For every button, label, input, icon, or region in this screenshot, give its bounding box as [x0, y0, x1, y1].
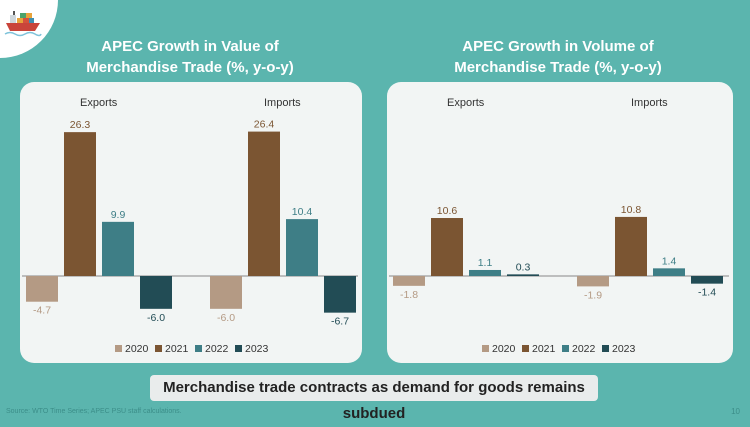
data-label-exports-2023: -6.0	[147, 312, 165, 324]
group-label-imports: Imports	[264, 97, 301, 109]
cargo-ship-icon	[4, 11, 42, 37]
legend-swatch-2023	[235, 345, 242, 352]
bar-exports-2023	[140, 276, 172, 309]
legend-swatch-2020	[115, 345, 122, 352]
legend-label-2023: 2023	[612, 343, 636, 355]
bar-imports-2020	[577, 276, 609, 287]
value-chart-panel: Exports Imports -4.7 26.3 9.9 -6.0 -6.0 26.4 10.…	[20, 82, 362, 363]
bar-exports-2022	[469, 269, 501, 276]
bar-exports-2020	[26, 276, 58, 302]
chart-title-value-line-1: APEC Growth in Value of	[101, 38, 279, 55]
legend-label-2022: 2022	[205, 343, 229, 355]
bar-exports-2023	[507, 274, 539, 276]
bar-exports-2022	[102, 221, 134, 276]
data-label-exports-2022: 1.1	[478, 257, 493, 269]
bar-imports-2023	[691, 276, 723, 284]
chart-title-volume-line-2: Merchandise Trade (%, y-o-y)	[454, 59, 662, 76]
bar-imports-2022	[653, 268, 685, 276]
group-label-exports: Exports	[447, 97, 485, 109]
data-label-imports-2020: -1.9	[584, 289, 602, 301]
value-chart: Exports Imports -4.7 26.3 9.9 -6.0 -6.0 26.4 10.…	[22, 97, 358, 355]
group-label-imports: Imports	[631, 97, 668, 109]
volume-chart: Exports Imports -1.8 10.6 1.1 0.3 -1.9 10.8 1.4 -…	[389, 97, 729, 355]
chart-title-volume-line-1: APEC Growth in Volume of	[462, 38, 654, 55]
data-label-imports-2020: -6.0	[217, 312, 235, 324]
legend-swatch-2021	[522, 345, 529, 352]
bar-exports-2021	[431, 218, 463, 276]
bar-imports-2020	[210, 276, 242, 309]
page-number: 10	[731, 407, 740, 416]
data-label-imports-2023: -6.7	[331, 316, 349, 328]
legend-swatch-2021	[155, 345, 162, 352]
data-label-exports-2023: 0.3	[516, 261, 531, 273]
bar-imports-2021	[248, 131, 280, 276]
legend-swatch-2020	[482, 345, 489, 352]
bar-imports-2022	[286, 219, 318, 276]
data-label-imports-2021: 10.8	[621, 204, 642, 216]
legend-label-2023: 2023	[245, 343, 269, 355]
chart-title-value-line-2: Merchandise Trade (%, y-o-y)	[86, 59, 294, 76]
group-label-exports: Exports	[80, 97, 118, 109]
bar-exports-2021	[64, 132, 96, 276]
data-label-imports-2023: -1.4	[698, 287, 716, 299]
legend-label-2021: 2021	[165, 343, 189, 355]
legend-label-2020: 2020	[492, 343, 516, 355]
data-label-imports-2022: 10.4	[292, 206, 313, 218]
volume-chart-panel: Exports Imports -1.8 10.6 1.1 0.3 -1.9 10.8 1.4 -…	[387, 82, 733, 363]
chart-title-value: APEC Growth in Value of Merchandise Trad…	[40, 36, 340, 78]
bar-exports-2020	[393, 276, 425, 286]
bar-imports-2021	[615, 216, 647, 276]
legend-swatch-2022	[195, 345, 202, 352]
data-label-imports-2021: 26.4	[254, 119, 275, 131]
source-note: Source: WTO Time Series; APEC PSU staff …	[6, 408, 182, 415]
bar-imports-2023	[324, 276, 356, 313]
data-label-imports-2022: 1.4	[662, 255, 677, 267]
chart-title-volume: APEC Growth in Volume of Merchandise Tra…	[408, 36, 708, 78]
data-label-exports-2021: 26.3	[70, 119, 91, 131]
key-message-banner: Merchandise trade contracts as demand fo…	[150, 375, 598, 422]
legend-label-2021: 2021	[532, 343, 556, 355]
legend-swatch-2022	[562, 345, 569, 352]
data-label-exports-2021: 10.6	[437, 205, 458, 217]
legend-swatch-2023	[602, 345, 609, 352]
legend-label-2022: 2022	[572, 343, 596, 355]
data-label-exports-2022: 9.9	[111, 209, 126, 221]
logo-badge	[0, 0, 58, 58]
data-label-exports-2020: -1.8	[400, 289, 418, 301]
legend-label-2020: 2020	[125, 343, 149, 355]
data-label-exports-2020: -4.7	[33, 305, 51, 317]
